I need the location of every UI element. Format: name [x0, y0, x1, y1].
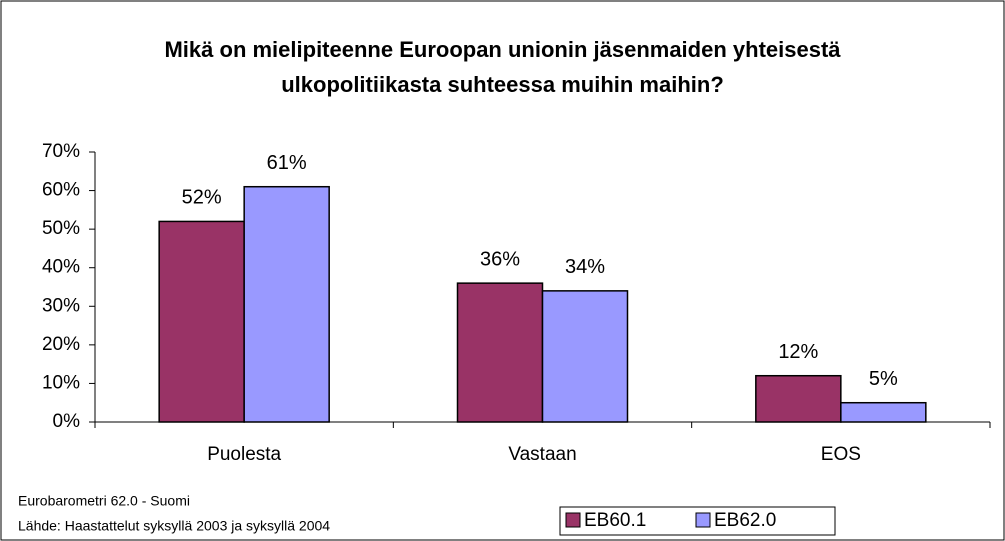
note: Lähde: Haastattelut syksyllä 2003 ja syk… — [18, 518, 330, 534]
bar — [541, 290, 629, 423]
legend-swatch — [695, 512, 711, 528]
x-tick-label: Puolesta — [207, 444, 281, 465]
y-tick-label: 50% — [42, 218, 80, 239]
bar — [243, 185, 330, 423]
legend-label: EB62.0 — [714, 510, 776, 531]
bar — [840, 401, 927, 423]
y-tick-label: 0% — [53, 411, 81, 432]
legend-label: EB60.1 — [584, 510, 646, 531]
x-tick-label: Vastaan — [508, 444, 576, 465]
y-tick-label: 30% — [42, 295, 80, 316]
legend-swatch — [565, 512, 581, 528]
note: Eurobarometri 62.0 - Suomi — [18, 493, 190, 509]
bar — [158, 220, 245, 423]
value-label: 34% — [565, 256, 605, 278]
y-tick-label: 20% — [42, 334, 80, 355]
y-tick-label: 40% — [42, 257, 80, 278]
value-label: 52% — [182, 187, 222, 209]
x-tick-label: EOS — [821, 444, 861, 465]
value-label: 12% — [778, 341, 818, 363]
value-label: 61% — [267, 152, 307, 174]
value-label: 36% — [480, 248, 520, 270]
y-tick-label: 70% — [42, 141, 80, 162]
value-label: 5% — [869, 368, 898, 390]
y-tick-label: 60% — [42, 180, 80, 201]
bar — [456, 282, 544, 423]
bar — [755, 374, 842, 423]
y-tick-label: 10% — [42, 372, 80, 393]
chart-title: Mikä on mielipiteenne Euroopan unionin j… — [164, 37, 841, 97]
